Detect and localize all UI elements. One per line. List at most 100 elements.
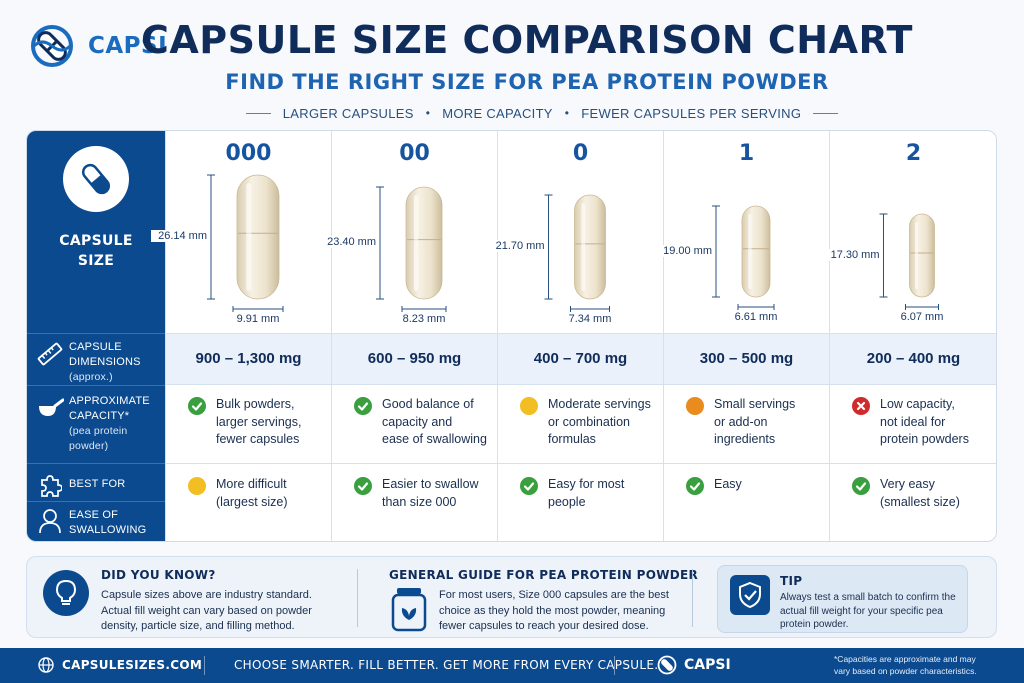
capsule-column-1: 1 19.00 mm 6.61 mm 300 – 500 mg Small servin… [656, 131, 829, 541]
capacity-value: 200 – 400 mg [866, 350, 961, 367]
capacity-sub2: powder) [69, 440, 109, 452]
size-label-line2: SIZE [77, 253, 115, 269]
guide-line3: fewer capsules to reach your desired dos… [439, 620, 649, 632]
capsule-highlight [915, 222, 918, 289]
row-label-size: CAPSULE SIZE [59, 231, 132, 271]
capacity-value: 900 – 1,300 mg [195, 350, 302, 367]
capsule-illustration [544, 194, 610, 312]
best-use-line: ingredients [714, 432, 776, 446]
capsule-width-label: 9.91 mm [236, 313, 280, 325]
ruler-icon [35, 340, 65, 368]
swallowing-cell: Easy for most people [520, 476, 659, 511]
capsule-circle [63, 146, 129, 212]
row-divider [165, 463, 996, 464]
did-you-know-line3: density, particle size, and filling meth… [101, 620, 295, 632]
footer-note: *Capacities are approximate and may vary… [834, 653, 1019, 677]
footer-site-link[interactable]: CAPSULESIZES.COM [38, 657, 202, 673]
footer-logo[interactable]: CAPSI [656, 654, 731, 676]
capsule-length-label: 21.70 mm [488, 240, 545, 252]
capsule-size-label: 0 [572, 141, 589, 166]
capsule-size-label: 000 [225, 141, 272, 166]
best-use-line: or combination [548, 414, 630, 429]
swallowing-text: Easier to swallow than size 000 [382, 476, 479, 511]
capsule-width-label: 6.61 mm [734, 311, 778, 323]
swallowing-cell: More difficult (largest size) [188, 476, 327, 511]
best-use-text: Small servings or add-on ingredients [714, 396, 795, 449]
capacity-value: 400 – 700 mg [533, 350, 628, 367]
best-use-line: Bulk powders, [216, 397, 295, 411]
best-use-line: formulas [548, 432, 596, 446]
best-use-text: Bulk powders, larger servings, fewer capsu… [216, 396, 301, 449]
best-use-text: Good balance of capacity and ease of swall… [382, 396, 487, 449]
tagline-bar: LARGER CAPSULES • MORE CAPACITY • FEWER … [246, 103, 839, 123]
capacity-label: APPROXIMATE CAPACITY* (pea protein powde… [69, 394, 150, 454]
capsule-column-0: 0 21.70 mm 7.34 mm 400 – 700 mg Moderate ser… [488, 131, 663, 541]
best-use-cell: Moderate servings or combination formulas [520, 396, 659, 449]
jar-icon [391, 588, 427, 632]
capsule-highlight [748, 214, 752, 289]
capsule-illustration [376, 186, 447, 312]
swallowing-cell: Easier to swallow than size 000 [354, 476, 493, 511]
capsule-column-00: 00 23.40 mm 8.23 mm 600 – 950 mg Good balanc… [320, 131, 497, 541]
tip-box: TIP Always test a small batch to confirm… [717, 565, 968, 633]
row-header-capacity: APPROXIMATE CAPACITY* (pea protein powde… [27, 385, 165, 463]
brand-logo[interactable]: CAPSI [24, 18, 167, 74]
swallowing-text: More difficult (largest size) [216, 476, 288, 511]
best-use-cell: Low capacity, not ideal for protein powder… [852, 396, 993, 449]
footer: CAPSULESIZES.COM CHOOSE SMARTER. FILL BE… [0, 648, 1024, 683]
tip-line3: protein powder. [780, 619, 849, 630]
swallowing-line: than size 000 [382, 494, 457, 509]
check-icon [188, 397, 206, 415]
capsule-length-label: 26.14 mm [151, 230, 207, 242]
best-use-line: Good balance of [382, 397, 474, 411]
row-header-best-for: BEST FOR [27, 463, 165, 501]
did-you-know-line1: Capsule sizes above are industry standar… [101, 589, 312, 601]
yellow-dot-icon [520, 397, 538, 415]
swallowing-cell: Easy [686, 476, 825, 495]
globe-icon [38, 657, 54, 673]
capsule-width-label: 6.07 mm [900, 311, 944, 323]
shield-check-icon [730, 575, 770, 615]
dimensions-label: CAPSULE DIMENSIONS (approx.) [69, 340, 141, 385]
row-header-capsule-size: CAPSULE SIZE [27, 131, 165, 333]
page-subtitle: FIND THE RIGHT SIZE FOR PEA PROTEIN POWD… [225, 70, 829, 94]
footer-divider [204, 656, 205, 675]
best-use-line: fewer capsules [216, 432, 300, 446]
swallowing-line: Very easy [880, 477, 935, 491]
swallowing-line1: EASE OF [69, 509, 119, 521]
cross-icon [852, 397, 870, 415]
guide-title: GENERAL GUIDE FOR PEA PROTEIN POWDER [389, 568, 699, 582]
tip-title: TIP [780, 574, 803, 588]
dimensions-line2: DIMENSIONS [69, 356, 141, 368]
capsule-highlight [581, 203, 586, 291]
capsule-length-label: 17.30 mm [823, 248, 880, 261]
capsule-column-2: 2 17.30 mm 6.07 mm 200 – 400 mg Low capacity… [823, 131, 996, 541]
dimensions-sub: (approx.) [69, 371, 113, 383]
footer-site-text: CAPSULESIZES.COM [62, 658, 203, 672]
row-header-dimensions: CAPSULE DIMENSIONS (approx.) [27, 333, 165, 385]
footer-note-line2: vary based on powder characteristics. [834, 666, 977, 676]
puzzle-icon [35, 474, 65, 498]
page-title: CAPSULE SIZE COMPARISON CHART [141, 18, 913, 62]
best-use-line: ease of swallowing [382, 432, 487, 446]
capsi-logo-icon [657, 655, 677, 675]
info-divider [357, 569, 358, 627]
best-use-line: capacity and [382, 414, 453, 429]
capacity-line1: APPROXIMATE [69, 395, 150, 407]
row-header-swallowing: EASE OF SWALLOWING [27, 501, 165, 541]
capacity-line2: CAPACITY* [69, 410, 130, 422]
capsule-illustration [879, 213, 939, 310]
swallowing-line: Easy [714, 477, 742, 491]
capsule-illustration [712, 205, 775, 310]
person-icon [35, 508, 65, 534]
best-use-text: Moderate servings or combination formulas [548, 396, 651, 449]
capsule-shape [909, 213, 935, 298]
tagline-divider-right [813, 112, 839, 114]
row-headers: CAPSULE SIZE [27, 131, 165, 541]
capsule-illustration [207, 174, 284, 312]
capsule-shape [405, 186, 443, 300]
capsule-size-label: 2 [905, 141, 922, 166]
swallowing-line: More difficult [216, 477, 287, 491]
best-use-cell: Good balance of capacity and ease of swall… [354, 396, 493, 449]
tip-line2: actual fill weight for your specific pea [780, 605, 943, 617]
